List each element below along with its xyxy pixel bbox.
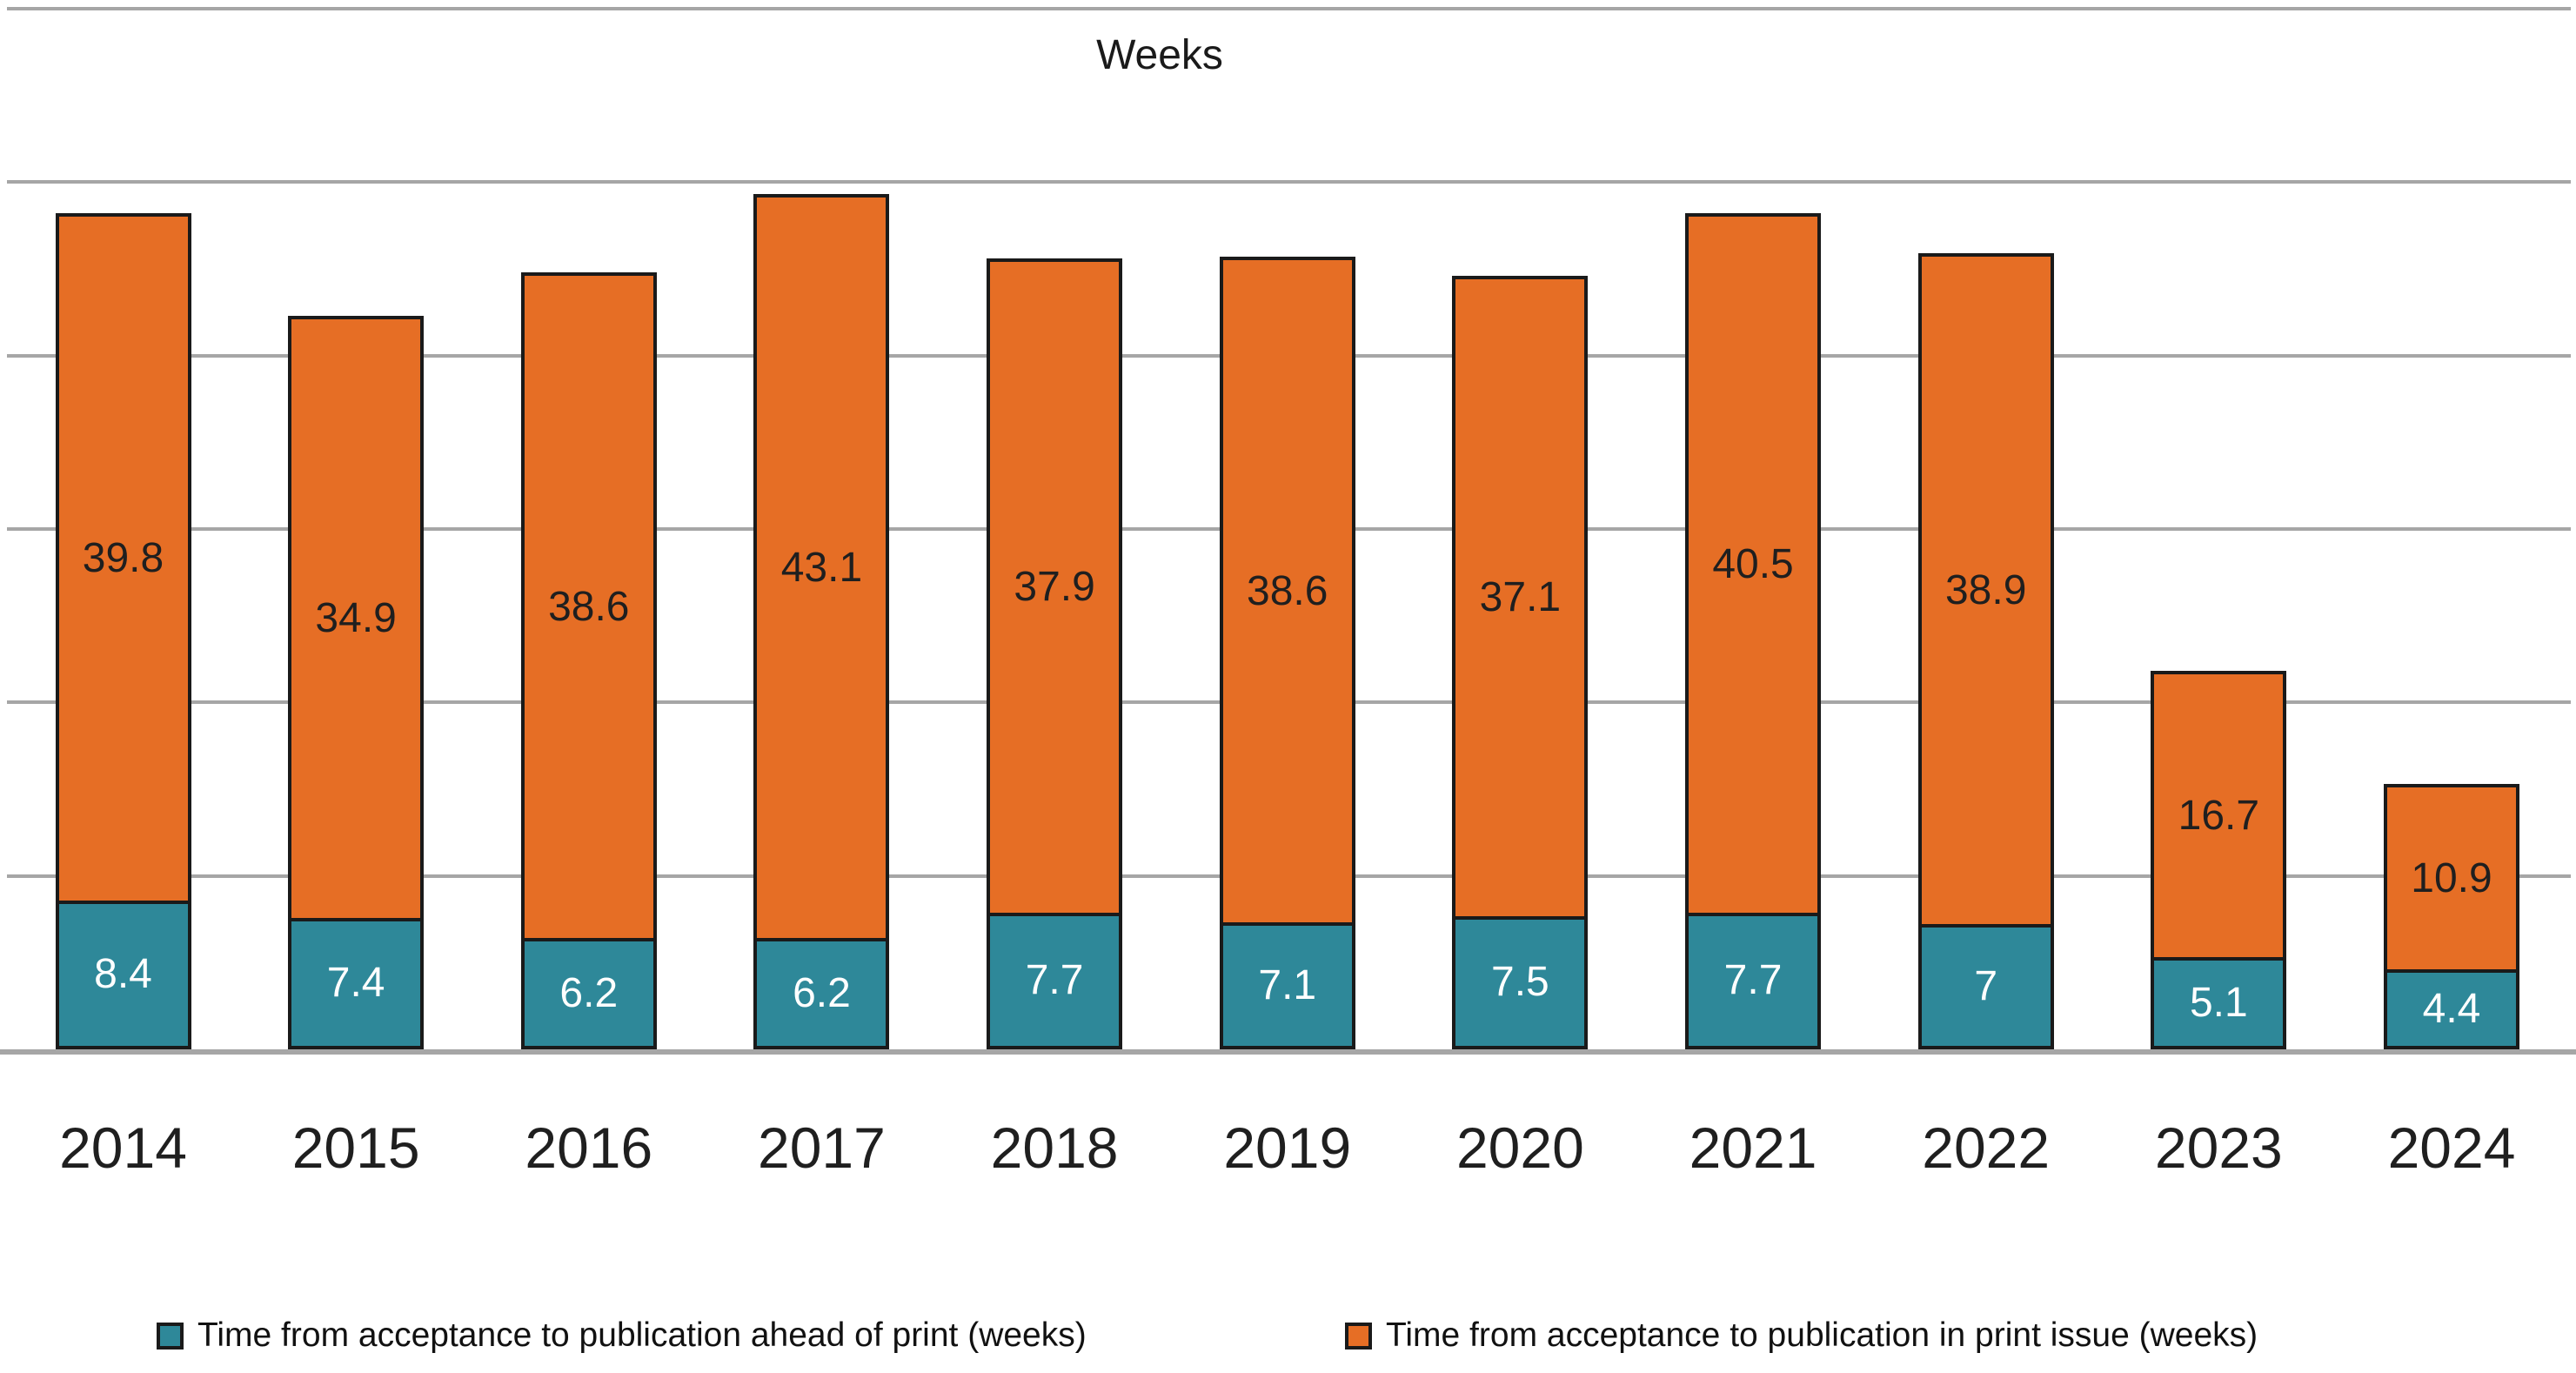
bar-value-label: 34.9 [315, 594, 397, 641]
bar-value-label: 7.1 [1258, 962, 1317, 1009]
bar-group-2016: 38.6 6.2 [520, 272, 657, 1049]
bar-segment-print-issue-2023: 16.7 [2151, 671, 2287, 961]
bar-segment-ahead-of-print-2024: 4.4 [2384, 973, 2519, 1049]
gridline-60 [7, 7, 2571, 10]
bar-group-2024: 10.9 4.4 [2384, 784, 2519, 1049]
bar-value-label: 7 [1974, 963, 1998, 1010]
bar-value-label: 4.4 [2422, 986, 2481, 1033]
bar-group-2022: 38.9 7 [1917, 253, 2054, 1049]
bar-value-label: 7.5 [1491, 959, 1549, 1006]
bar-value-label: 7.4 [326, 960, 385, 1007]
bar-segment-ahead-of-print-2019: 7.1 [1219, 926, 1355, 1049]
bar-value-label: 43.1 [780, 544, 863, 591]
bar-group-2017: 43.1 6.2 [753, 194, 890, 1049]
legend-item-print-issue: Time from acceptance to publication in p… [1345, 1315, 2258, 1356]
bar-value-label: 38.6 [548, 583, 630, 630]
bar-segment-ahead-of-print-2016: 6.2 [520, 941, 657, 1049]
bar-value-label: 5.1 [2189, 980, 2248, 1027]
bar-value-label: 6.2 [559, 970, 619, 1017]
x-axis-label-2022: 2022 [1922, 1115, 2051, 1180]
x-axis-label-2015: 2015 [291, 1115, 420, 1180]
bar-value-label: 37.9 [1014, 563, 1095, 610]
bar-segment-print-issue-2024: 10.9 [2384, 784, 2519, 974]
bar-segment-print-issue-2017: 43.1 [753, 194, 890, 942]
bar-segment-print-issue-2018: 37.9 [987, 258, 1123, 916]
legend-label: Time from acceptance to publication ahea… [197, 1316, 1087, 1354]
bar-segment-print-issue-2015: 34.9 [288, 315, 425, 921]
x-axis-label-2020: 2020 [1455, 1115, 1584, 1180]
bar-value-label: 16.7 [2178, 792, 2260, 839]
bar-segment-print-issue-2019: 38.6 [1219, 257, 1355, 927]
bar-segment-ahead-of-print-2021: 7.7 [1685, 915, 1822, 1049]
legend-swatch-teal [157, 1322, 184, 1350]
bar-value-label: 39.8 [82, 534, 164, 581]
bar-value-label: 7.7 [1025, 957, 1084, 1004]
bar-group-2014: 39.8 8.4 [55, 213, 191, 1049]
bar-value-label: 8.4 [94, 951, 152, 998]
bar-value-label: 38.9 [1944, 566, 2027, 613]
x-axis-label-2019: 2019 [1223, 1115, 1352, 1180]
bar-segment-print-issue-2014: 39.8 [55, 213, 191, 904]
bar-group-2019: 38.6 7.1 [1219, 257, 1355, 1049]
bar-segment-ahead-of-print-2014: 8.4 [55, 903, 191, 1049]
bar-group-2018: 37.9 7.7 [987, 258, 1123, 1049]
bar-value-label: 38.6 [1247, 567, 1328, 614]
bar-group-2023: 16.7 5.1 [2151, 671, 2287, 1049]
bar-segment-print-issue-2020: 37.1 [1452, 275, 1589, 920]
x-axis-label-2024: 2024 [2387, 1115, 2516, 1180]
bar-segment-print-issue-2021: 40.5 [1685, 213, 1822, 916]
x-axis-label-2023: 2023 [2154, 1115, 2283, 1180]
bar-segment-ahead-of-print-2023: 5.1 [2151, 961, 2287, 1049]
legend-swatch-orange [1345, 1322, 1372, 1350]
chart-title: Weeks [1096, 32, 1223, 78]
legend-label: Time from acceptance to publication in p… [1386, 1316, 2258, 1354]
gridline-50 [7, 180, 2571, 184]
bar-value-label: 37.1 [1479, 573, 1562, 620]
x-axis-labels: 2014 2015 2016 2017 2018 2019 2020 2021 2022 2023… [0, 1115, 2576, 1184]
bar-segment-print-issue-2016: 38.6 [520, 272, 657, 942]
plot-area: 39.8 8.4 34.9 7.4 38.6 6.2 43.1 6.2 37.9 7.7 38.6 7… [0, 7, 2576, 1055]
bar-value-label: 40.5 [1712, 540, 1794, 587]
bar-value-label: 6.2 [793, 970, 851, 1017]
bar-group-2021: 40.5 7.7 [1685, 213, 1822, 1049]
bar-segment-print-issue-2022: 38.9 [1917, 253, 2054, 928]
bar-segment-ahead-of-print-2018: 7.7 [987, 915, 1123, 1049]
x-axis-line [0, 1049, 2576, 1055]
x-axis-label-2018: 2018 [990, 1115, 1119, 1180]
bar-segment-ahead-of-print-2017: 6.2 [753, 941, 890, 1049]
x-axis-label-2021: 2021 [1689, 1115, 1817, 1180]
x-axis-label-2016: 2016 [525, 1115, 653, 1180]
bar-group-2015: 34.9 7.4 [288, 315, 425, 1049]
legend-item-ahead-of-print: Time from acceptance to publication ahea… [157, 1315, 1087, 1356]
bar-group-2020: 37.1 7.5 [1452, 275, 1589, 1049]
bar-segment-ahead-of-print-2015: 7.4 [288, 921, 425, 1049]
bar-value-label: 10.9 [2411, 854, 2492, 901]
bar-segment-ahead-of-print-2020: 7.5 [1452, 919, 1589, 1049]
x-axis-label-2014: 2014 [59, 1115, 187, 1180]
bar-segment-ahead-of-print-2022: 7 [1917, 928, 2054, 1049]
x-axis-label-2017: 2017 [758, 1115, 886, 1180]
bar-value-label: 7.7 [1723, 957, 1783, 1004]
